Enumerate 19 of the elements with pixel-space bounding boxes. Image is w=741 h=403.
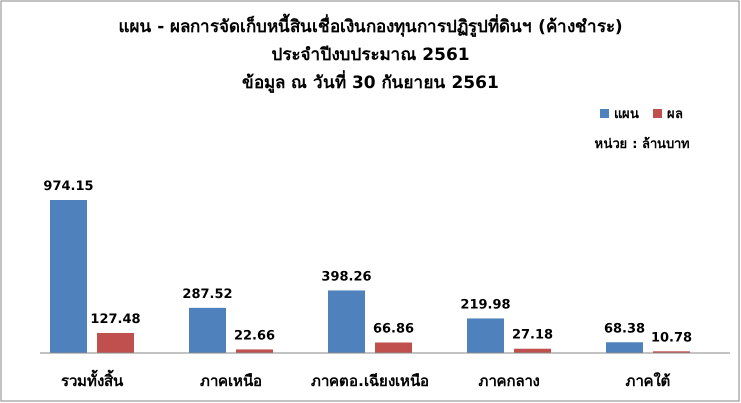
data-label: 10.78 <box>650 330 692 346</box>
data-label: 68.38 <box>604 321 646 336</box>
subtitle: ประจำปีงบประมาณ 2561 <box>271 45 470 65</box>
data-label: 127.48 <box>90 312 141 327</box>
data-label: 27.18 <box>512 328 554 343</box>
data-label: 66.86 <box>372 322 414 336</box>
category-label: ภาคกลาง <box>478 372 540 390</box>
category-label: ภาคตอ.เฉียงเหนือ <box>311 372 429 390</box>
data-label: 974.15 <box>43 179 94 194</box>
category-label: ภาคใต้ <box>626 372 670 390</box>
data-label: 219.98 <box>460 297 511 312</box>
category-label: รวมทั้งสิ้น <box>61 372 123 390</box>
annotation: หน่วย : ล้านบาท <box>594 137 690 152</box>
data-label: 22.66 <box>234 328 276 344</box>
data-label: 398.26 <box>321 269 372 284</box>
category-label: ภาคเหนือ <box>200 372 262 390</box>
legend-label: ผล <box>667 107 683 122</box>
data-label: 287.52 <box>182 286 233 302</box>
legend-label: แผน <box>614 107 639 122</box>
